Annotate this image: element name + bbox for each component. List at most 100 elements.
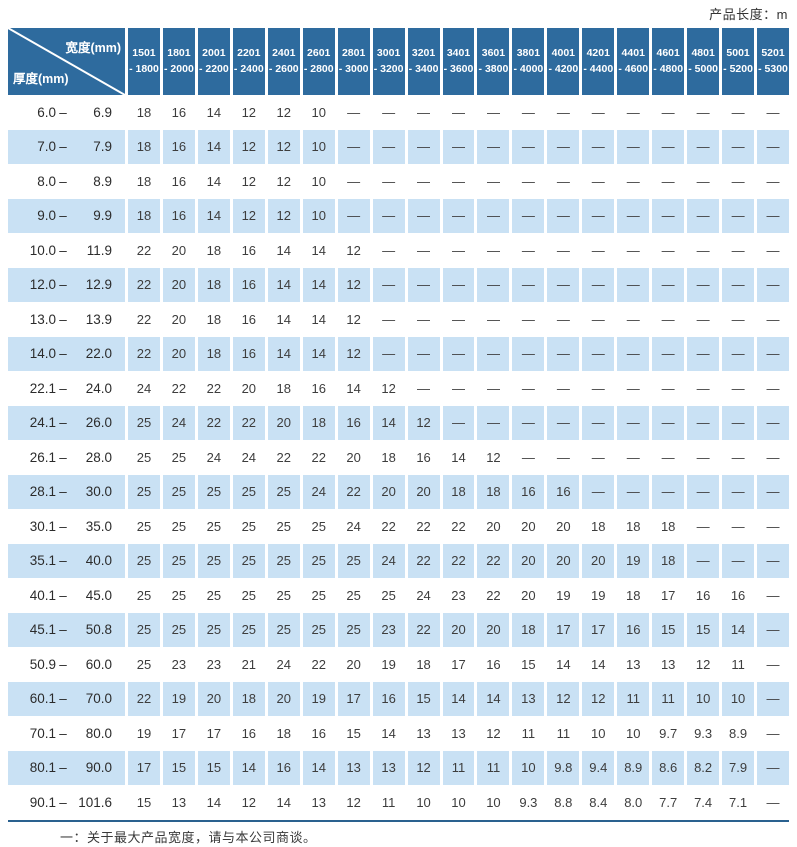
length-value-cell: — [696, 518, 710, 534]
length-value-cell: 11 [731, 656, 745, 672]
length-value-cell: 10 [302, 198, 335, 233]
length-value-cell: 25 [162, 543, 195, 578]
length-value-cell: 24 [162, 405, 195, 440]
length-value-cell: 10 [416, 794, 431, 810]
length-value-cell: 15 [521, 656, 536, 672]
length-value-cell: — [451, 242, 465, 258]
length-value-cell: 20 [346, 449, 361, 465]
length-value-cell: 19 [136, 725, 152, 741]
length-value-cell: 24 [346, 518, 361, 534]
length-value-cell: — [417, 242, 431, 258]
length-value-cell: — [766, 380, 780, 396]
width-range-header: 5201- 5300 [757, 28, 789, 95]
range-separator: – [59, 553, 67, 569]
thickness-range-label: 9.0–9.9 [8, 198, 125, 233]
length-value-cell: 22 [276, 449, 291, 465]
length-value-cell: 14 [442, 681, 475, 716]
range-separator: – [59, 415, 67, 431]
length-value-cell: — [477, 129, 510, 164]
length-value-cell: — [582, 405, 615, 440]
length-value-cell: 12 [407, 750, 440, 785]
range-separator: – [59, 760, 67, 776]
length-value-cell: 20 [241, 380, 257, 396]
length-value-cell: 22 [197, 405, 230, 440]
length-value-cell: 9.8 [547, 750, 580, 785]
length-value-cell: — [591, 380, 605, 396]
length-value-cell: 18 [660, 518, 676, 534]
length-value-cell: 17 [582, 612, 615, 647]
range-separator: – [59, 691, 67, 707]
length-value-cell: 25 [276, 587, 291, 603]
table-body: 6.0–6.9 18 16 14 12 12 10— — — — — — — — — — — — —7.0–7.9 1… [8, 95, 789, 820]
thickness-range-label: 22.1–24.0 [29, 380, 112, 396]
length-value-cell: 16 [547, 474, 580, 509]
length-value-cell: 12 [267, 129, 300, 164]
length-value-cell: — [617, 198, 650, 233]
width-range-header: 3001- 3200 [372, 28, 405, 95]
length-value-cell: 20 [512, 543, 545, 578]
length-value-cell: 19 [556, 587, 571, 603]
thickness-range-label: 70.1–80.0 [29, 725, 112, 741]
length-value-cell: — [407, 198, 440, 233]
length-value-cell: 15 [687, 612, 720, 647]
length-value-cell: 19 [617, 543, 650, 578]
length-value-cell: 20 [521, 587, 536, 603]
length-value-cell: 10 [722, 681, 755, 716]
length-value-cell: 8.2 [687, 750, 720, 785]
table-row: 8.0–8.9 18 16 14 12 12 10 — — — — — — — — — — — — — [8, 164, 789, 199]
length-value-cell: — [731, 173, 745, 189]
length-value-cell: 22 [442, 543, 475, 578]
length-value-cell: 23 [171, 656, 187, 672]
table-row: 6.0–6.9 18 16 14 12 12 10 — — — — — — — — — — — — — [8, 95, 789, 130]
length-value-cell: — [582, 267, 615, 302]
length-value-cell: — [382, 311, 396, 327]
length-value-cell: — [766, 449, 780, 465]
length-value-cell: 23 [451, 587, 466, 603]
length-value-cell: — [722, 198, 755, 233]
length-value-cell: 22 [407, 543, 440, 578]
length-value-cell: 14 [276, 794, 291, 810]
length-value-cell: 12 [582, 681, 615, 716]
length-value-cell: — [521, 449, 535, 465]
length-value-cell: — [407, 129, 440, 164]
length-value-cell: 16 [416, 449, 431, 465]
range-separator: – [59, 242, 67, 258]
length-value-cell: — [451, 173, 465, 189]
length-value-cell: 14 [232, 750, 265, 785]
length-value-cell: — [442, 405, 475, 440]
length-value-cell: 25 [197, 543, 230, 578]
length-value-cell: 16 [162, 129, 195, 164]
length-value-cell: 10 [625, 725, 641, 741]
length-value-cell: 15 [197, 750, 230, 785]
length-value-cell: — [486, 104, 500, 120]
length-value-cell: 10 [451, 794, 466, 810]
length-value-cell: — [451, 380, 465, 396]
length-value-cell: — [722, 405, 755, 440]
length-value-cell: — [626, 104, 640, 120]
range-separator: – [59, 484, 67, 500]
length-value-cell: — [486, 173, 500, 189]
length-value-cell: — [661, 173, 675, 189]
width-range-header: 4801- 5000 [687, 28, 720, 95]
length-value-cell: — [582, 129, 615, 164]
width-range-header: 3601- 3800 [477, 28, 510, 95]
length-value-cell: 13 [311, 794, 326, 810]
length-value-cell: — [687, 198, 720, 233]
length-value-cell: 20 [346, 656, 361, 672]
length-value-cell: 14 [477, 681, 510, 716]
length-value-cell: — [372, 267, 405, 302]
length-value-cell: 25 [302, 543, 335, 578]
spec-table: 宽度(mm) 厚度(mm) 1501- 1800 1801- 2000 2001- … [8, 28, 789, 820]
length-value-cell: — [626, 380, 640, 396]
length-value-cell: — [442, 267, 475, 302]
length-value-cell: 17 [451, 656, 466, 672]
length-value-cell: 16 [311, 380, 326, 396]
length-value-cell: 14 [302, 267, 335, 302]
width-range-header: 3801- 4000 [512, 28, 545, 95]
table-row: 35.1–40.0 25 25 25 25 25 25 25 24 22 22 22 20 20 20 19 1… [8, 543, 789, 578]
length-value-cell: 15 [162, 750, 195, 785]
length-value-cell: — [731, 104, 745, 120]
length-value-cell: 18 [276, 725, 291, 741]
length-value-cell: 22 [206, 380, 222, 396]
length-value-cell: — [617, 336, 650, 371]
